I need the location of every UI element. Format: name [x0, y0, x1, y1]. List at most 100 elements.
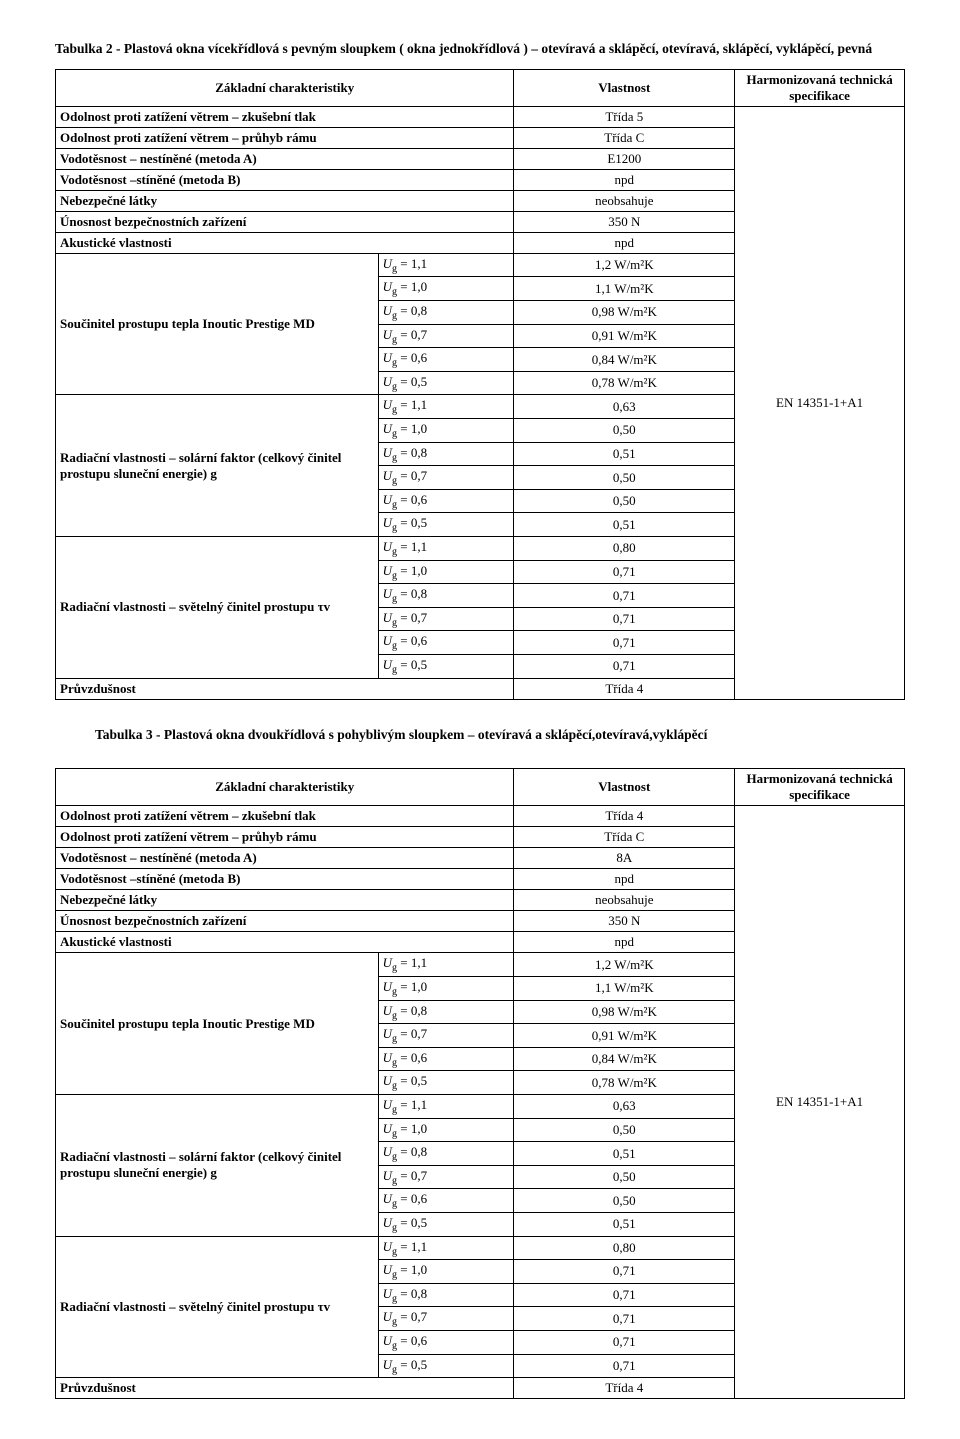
- row-value: 8A: [514, 848, 735, 869]
- group-label: Radiační vlastnosti – solární faktor (ce…: [56, 1095, 379, 1237]
- ug-cell: Ug = 1,1: [378, 537, 514, 561]
- ug-cell: Ug = 0,8: [378, 584, 514, 608]
- group-value: 0,71: [514, 1260, 735, 1284]
- table3-container: Základní charakteristikyVlastnostHarmoni…: [55, 768, 905, 1399]
- row-value: E1200: [514, 148, 735, 169]
- group-value: 1,2 W/m²K: [514, 953, 735, 977]
- ug-cell: Ug = 0,6: [378, 1047, 514, 1071]
- row-label: Vodotěsnost – nestíněné (metoda A): [56, 848, 514, 869]
- group-value: 0,50: [514, 489, 735, 513]
- ug-cell: Ug = 1,0: [378, 419, 514, 443]
- table-2: Základní charakteristikyVlastnostHarmoni…: [55, 69, 905, 700]
- group-label: Součinitel prostupu tepla Inoutic Presti…: [56, 253, 379, 395]
- simple-row: Odolnost proti zatížení větrem – zkušebn…: [56, 106, 905, 127]
- group-value: 0,71: [514, 1354, 735, 1378]
- group-value: 0,84 W/m²K: [514, 1047, 735, 1071]
- ug-cell: Ug = 1,1: [378, 1236, 514, 1260]
- row-value: npd: [514, 169, 735, 190]
- group-value: 0,51: [514, 1142, 735, 1166]
- ug-cell: Ug = 1,0: [378, 977, 514, 1001]
- group-label: Radiační vlastnosti – světelný činitel p…: [56, 537, 379, 679]
- final-label: Průvzdušnost: [56, 678, 514, 699]
- group-value: 0,71: [514, 1307, 735, 1331]
- row-label: Akustické vlastnosti: [56, 932, 514, 953]
- row-value: Třída C: [514, 127, 735, 148]
- row-value: 350 N: [514, 911, 735, 932]
- ug-cell: Ug = 0,5: [378, 1071, 514, 1095]
- ug-cell: Ug = 0,5: [378, 1213, 514, 1237]
- ug-cell: Ug = 0,5: [378, 371, 514, 395]
- group-value: 0,71: [514, 560, 735, 584]
- group-value: 0,63: [514, 395, 735, 419]
- row-value: npd: [514, 232, 735, 253]
- ug-cell: Ug = 0,8: [378, 442, 514, 466]
- group-value: 0,71: [514, 607, 735, 631]
- ug-cell: Ug = 0,8: [378, 1283, 514, 1307]
- ug-cell: Ug = 0,6: [378, 1189, 514, 1213]
- ug-cell: Ug = 1,1: [378, 953, 514, 977]
- group-value: 0,71: [514, 654, 735, 678]
- ug-cell: Ug = 0,7: [378, 466, 514, 490]
- ug-cell: Ug = 0,5: [378, 1354, 514, 1378]
- group-value: 0,71: [514, 1330, 735, 1354]
- group-value: 0,71: [514, 584, 735, 608]
- header-char: Základní charakteristiky: [56, 769, 514, 806]
- final-value: Třída 4: [514, 1378, 735, 1399]
- ug-cell: Ug = 0,5: [378, 513, 514, 537]
- group-value: 0,71: [514, 1283, 735, 1307]
- group-value: 1,1 W/m²K: [514, 277, 735, 301]
- group-value: 1,1 W/m²K: [514, 977, 735, 1001]
- row-value: neobsahuje: [514, 890, 735, 911]
- row-label: Odolnost proti zatížení větrem – průhyb …: [56, 827, 514, 848]
- header-row: Základní charakteristikyVlastnostHarmoni…: [56, 769, 905, 806]
- group-value: 0,51: [514, 513, 735, 537]
- ug-cell: Ug = 1,0: [378, 1260, 514, 1284]
- ug-cell: Ug = 0,7: [378, 324, 514, 348]
- row-label: Odolnost proti zatížení větrem – průhyb …: [56, 127, 514, 148]
- group-value: 0,80: [514, 1236, 735, 1260]
- ug-cell: Ug = 1,1: [378, 1095, 514, 1119]
- ug-cell: Ug = 1,0: [378, 277, 514, 301]
- header-harm: Harmonizovaná technická specifikace: [735, 69, 905, 106]
- group-value: 0,50: [514, 419, 735, 443]
- header-char: Základní charakteristiky: [56, 69, 514, 106]
- table2-title: Tabulka 2 - Plastová okna vícekřídlová s…: [55, 40, 905, 59]
- ug-cell: Ug = 0,6: [378, 489, 514, 513]
- row-label: Odolnost proti zatížení větrem – zkušebn…: [56, 106, 514, 127]
- ug-cell: Ug = 0,6: [378, 348, 514, 372]
- group-label: Radiační vlastnosti – světelný činitel p…: [56, 1236, 379, 1378]
- final-label: Průvzdušnost: [56, 1378, 514, 1399]
- group-value: 0,84 W/m²K: [514, 348, 735, 372]
- ug-cell: Ug = 1,0: [378, 560, 514, 584]
- group-value: 0,51: [514, 442, 735, 466]
- ug-cell: Ug = 0,7: [378, 1307, 514, 1331]
- group-value: 0,91 W/m²K: [514, 324, 735, 348]
- ug-cell: Ug = 0,7: [378, 1165, 514, 1189]
- table2-container: Základní charakteristikyVlastnostHarmoni…: [55, 69, 905, 700]
- table-3: Základní charakteristikyVlastnostHarmoni…: [55, 768, 905, 1399]
- row-label: Odolnost proti zatížení větrem – zkušebn…: [56, 806, 514, 827]
- harm-value: EN 14351-1+A1: [735, 106, 905, 699]
- group-value: 0,63: [514, 1095, 735, 1119]
- header-row: Základní charakteristikyVlastnostHarmoni…: [56, 69, 905, 106]
- ug-cell: Ug = 0,8: [378, 1142, 514, 1166]
- ug-cell: Ug = 1,0: [378, 1118, 514, 1142]
- group-value: 0,50: [514, 466, 735, 490]
- simple-row: Odolnost proti zatížení větrem – zkušebn…: [56, 806, 905, 827]
- row-value: npd: [514, 932, 735, 953]
- group-value: 0,50: [514, 1165, 735, 1189]
- ug-cell: Ug = 0,7: [378, 1024, 514, 1048]
- ug-cell: Ug = 1,1: [378, 395, 514, 419]
- group-value: 0,50: [514, 1118, 735, 1142]
- ug-cell: Ug = 0,7: [378, 607, 514, 631]
- header-harm: Harmonizovaná technická specifikace: [735, 769, 905, 806]
- ug-cell: Ug = 0,8: [378, 1000, 514, 1024]
- row-label: Únosnost bezpečnostních zařízení: [56, 211, 514, 232]
- ug-cell: Ug = 1,1: [378, 253, 514, 277]
- row-value: Třída 4: [514, 806, 735, 827]
- group-value: 0,91 W/m²K: [514, 1024, 735, 1048]
- group-value: 0,98 W/m²K: [514, 301, 735, 325]
- group-value: 0,50: [514, 1189, 735, 1213]
- row-value: Třída 5: [514, 106, 735, 127]
- row-label: Akustické vlastnosti: [56, 232, 514, 253]
